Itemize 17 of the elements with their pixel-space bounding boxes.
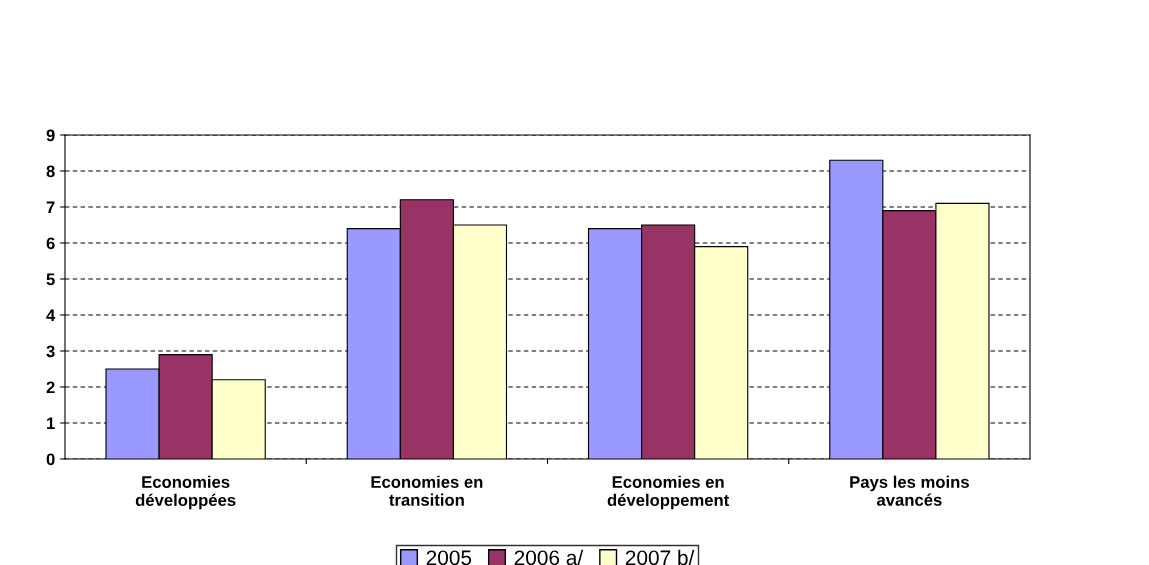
x-tick-label: Pays les moins avancés (850, 475, 969, 506)
x-tick-label: Economies développées (135, 475, 236, 510)
y-tick-label: 2 (46, 381, 55, 394)
x-tick-label: Economies en transition (371, 475, 483, 506)
legend-label: 2007 b/ (625, 549, 695, 565)
y-tick-label: 5 (46, 273, 55, 286)
legend-label: 2005 (426, 550, 472, 565)
x-tick-label: Economies en développement (607, 475, 730, 510)
y-tick-label: 3 (46, 345, 55, 358)
y-tick-label: 6 (46, 237, 55, 250)
legend-label: 2006 a/ (514, 549, 584, 565)
y-tick-label: 0 (46, 453, 55, 466)
y-tick-label: 1 (47, 417, 55, 430)
y-tick-label: 8 (46, 165, 55, 178)
y-tick-label: 7 (46, 201, 55, 214)
y-tick-label: 4 (46, 309, 56, 322)
y-tick-label: 9 (46, 129, 55, 142)
